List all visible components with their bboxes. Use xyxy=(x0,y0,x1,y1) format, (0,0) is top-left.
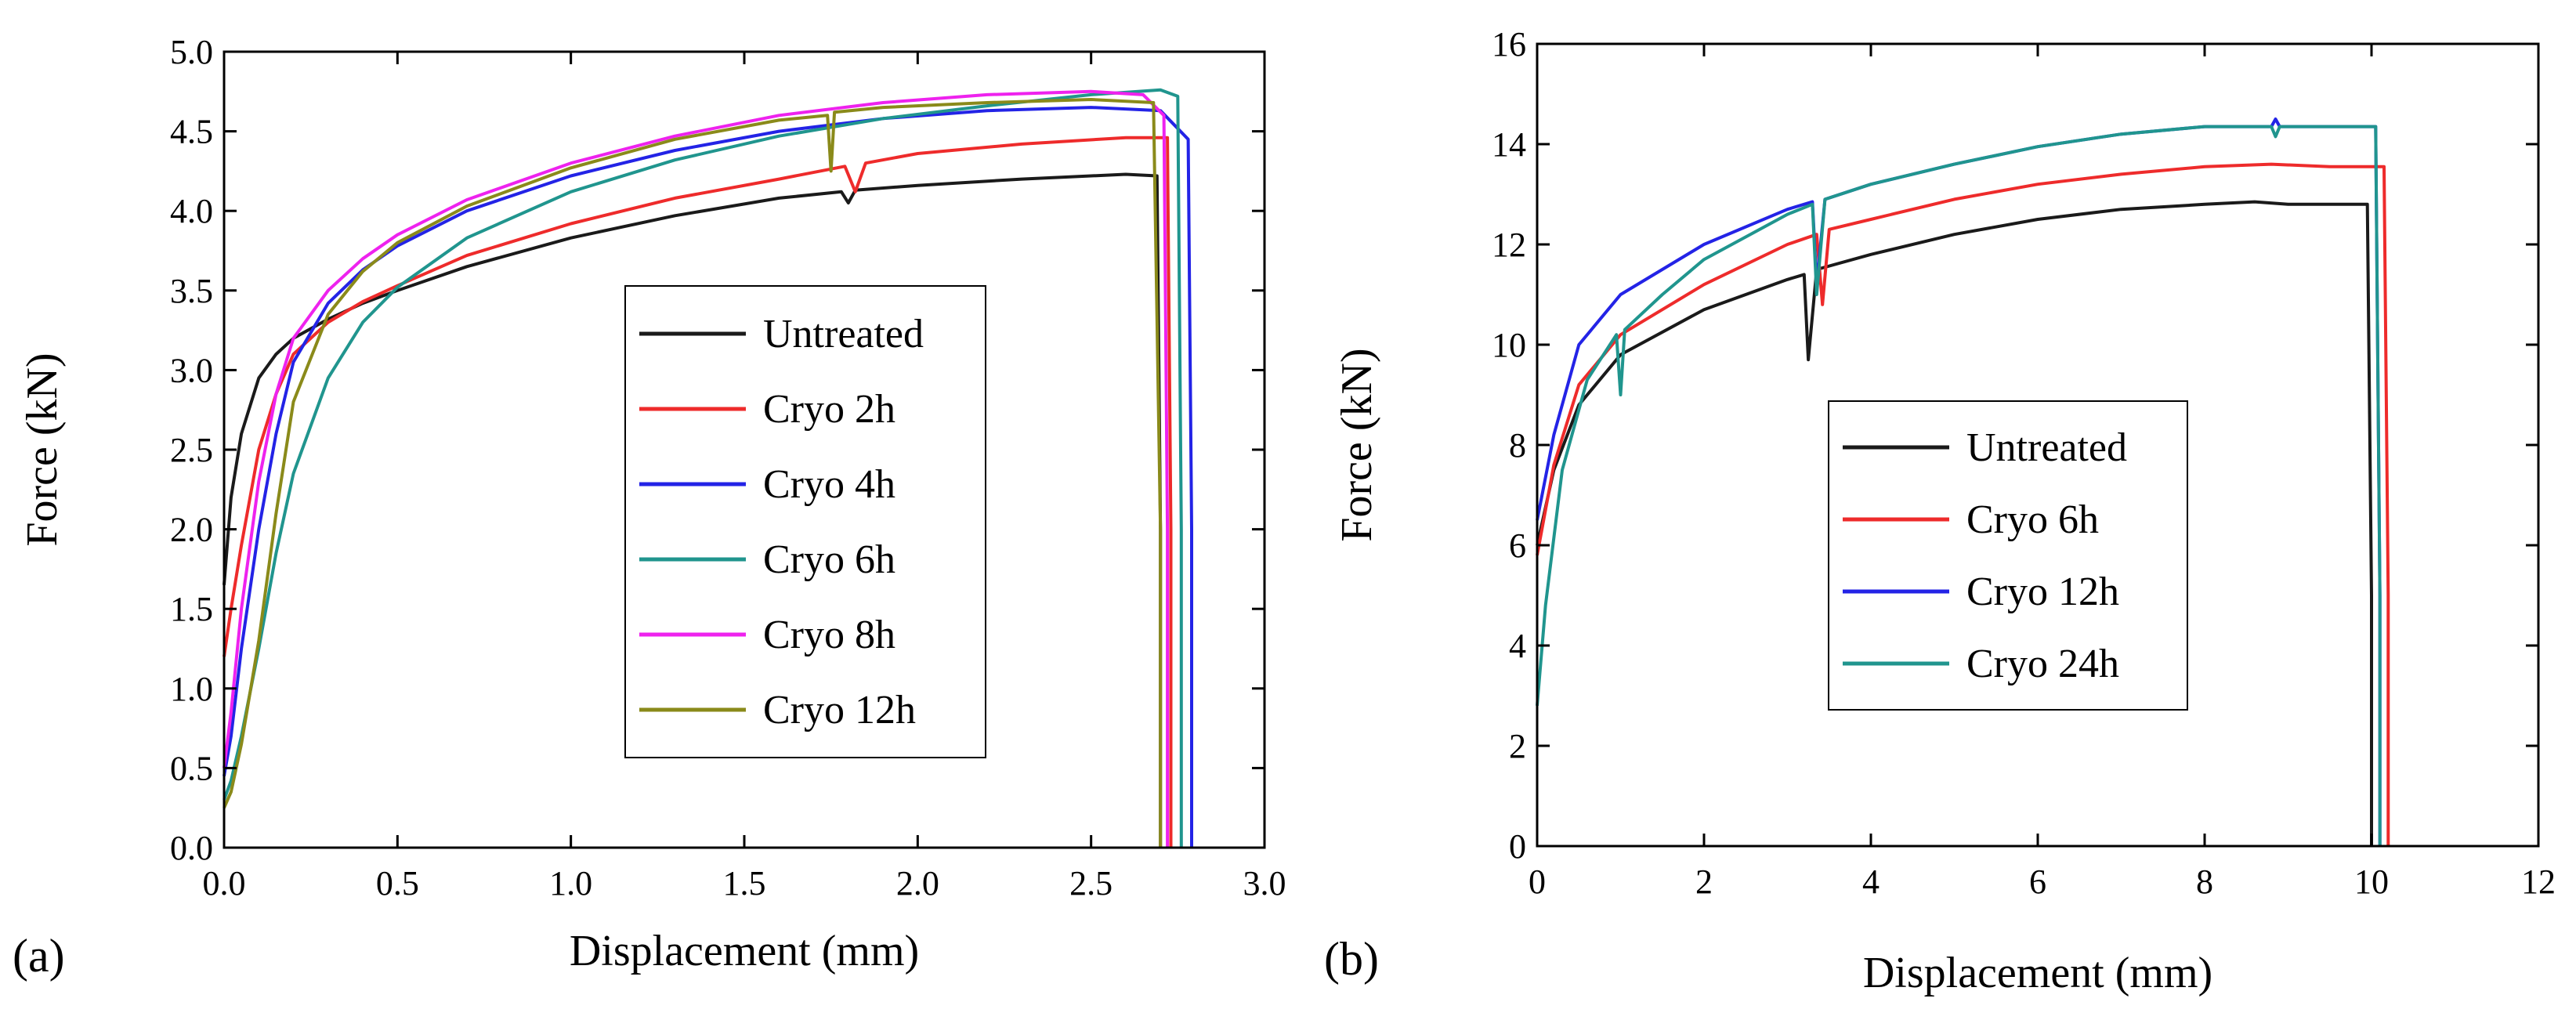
series-line-b-cryo-6h xyxy=(1536,162,2390,846)
series-line-a-cryo-4h xyxy=(223,106,1193,848)
legend-label-b-1: Cryo 6h xyxy=(1966,497,2099,542)
y-tick-label-a-5: 2.5 xyxy=(170,431,213,469)
y-tick-label-a-8: 4.0 xyxy=(170,192,213,230)
y-tick-label-a-3: 1.5 xyxy=(170,590,213,628)
legend-label-a-3: Cryo 6h xyxy=(763,537,895,582)
y-axis-title-a: Force (kN) xyxy=(18,353,67,546)
y-tick-label-a-4: 2.0 xyxy=(170,511,213,549)
ticks-layer-a: 0.0 0.5 1.0 1.5 2.0 2.5 3.0 0.0 0.5 1.0 1.5 2.0 2.5 3… xyxy=(170,33,1286,902)
x-tick-label-a-3: 1.5 xyxy=(723,864,766,902)
x-tick-label-a-4: 2.0 xyxy=(896,864,939,902)
y-tick-label-a-6: 3.0 xyxy=(170,351,213,389)
y-axis-title-b: Force (kN) xyxy=(1333,348,1381,541)
legend-label-b-2: Cryo 12h xyxy=(1966,570,2119,614)
legend-b: Untreated Cryo 6h Cryo 12h Cryo 24h xyxy=(1828,400,2188,711)
series-line-b-cryo-24h xyxy=(1536,125,2382,846)
legend-label-a-0: Untreated xyxy=(763,312,924,356)
x-tick-label-a-5: 2.5 xyxy=(1069,864,1113,902)
y-tick-label-a-1: 0.5 xyxy=(170,749,213,787)
y-tick-label-b-8: 16 xyxy=(1492,25,1526,63)
chart-panel-a: 0.0 0.5 1.0 1.5 2.0 2.5 3.0 0.0 0.5 1.0 1.5 2.0 2.5 3… xyxy=(13,33,1286,982)
y-tick-label-b-4: 8 xyxy=(1509,426,1526,465)
y-tick-label-b-1: 2 xyxy=(1509,727,1526,765)
legend-label-a-5: Cryo 12h xyxy=(763,688,916,732)
x-tick-label-b-2: 4 xyxy=(1862,863,1880,901)
legend-box-b xyxy=(1828,400,2188,711)
y-tick-label-a-10: 5.0 xyxy=(170,33,213,71)
panel-label-b: (b) xyxy=(1324,933,1379,985)
y-tick-label-a-2: 1.0 xyxy=(170,670,213,708)
x-tick-label-a-2: 1.0 xyxy=(549,864,592,902)
ticks-layer-b: 0 2 4 6 8 10 12 0 2 4 6 8 10 12 14 16 xyxy=(1492,25,2556,901)
x-tick-label-b-1: 2 xyxy=(1695,863,1713,901)
legend-label-a-1: Cryo 2h xyxy=(763,387,895,432)
x-tick-label-b-0: 0 xyxy=(1529,863,1546,901)
series-line-a-untreated xyxy=(223,172,1163,848)
series-line-a-cryo-2h xyxy=(223,136,1173,848)
y-tick-label-b-5: 10 xyxy=(1492,326,1526,364)
x-axis-title-a: Displacement (mm) xyxy=(570,927,919,975)
series-line-a-cryo-8h xyxy=(223,89,1170,848)
x-axis-title-b: Displacement (mm) xyxy=(1863,949,2212,997)
y-tick-label-a-0: 0.0 xyxy=(170,829,213,867)
y-tick-label-b-3: 6 xyxy=(1509,526,1526,565)
y-tick-label-a-7: 3.5 xyxy=(170,272,213,310)
x-tick-label-b-4: 8 xyxy=(2196,863,2213,901)
y-tick-label-b-0: 0 xyxy=(1509,827,1526,866)
series-layer-a xyxy=(223,88,1193,848)
x-tick-label-b-3: 6 xyxy=(2029,863,2046,901)
legend-box-a xyxy=(624,285,986,758)
y-tick-label-a-9: 4.5 xyxy=(170,113,213,151)
y-tick-label-b-7: 14 xyxy=(1492,125,1526,164)
x-tick-label-a-6: 3.0 xyxy=(1243,864,1286,902)
legend-label-b-3: Cryo 24h xyxy=(1966,642,2119,686)
x-tick-label-a-0: 0.0 xyxy=(203,864,246,902)
chart-panel-b: 0 2 4 6 8 10 12 0 2 4 6 8 10 12 14 16 Displacement (mm)… xyxy=(1324,25,2556,997)
panel-label-a: (a) xyxy=(13,930,65,982)
legend-label-b-0: Untreated xyxy=(1966,425,2127,470)
y-tick-label-b-6: 12 xyxy=(1492,226,1526,264)
series-layer-b xyxy=(1536,118,2390,846)
series-line-b-untreated xyxy=(1536,200,2373,846)
series-line-a-cryo-6h xyxy=(223,88,1183,848)
x-tick-label-b-5: 10 xyxy=(2354,863,2389,901)
legend-label-a-2: Cryo 4h xyxy=(763,462,895,507)
series-line-a-cryo-12h xyxy=(223,98,1163,848)
x-tick-label-b-6: 12 xyxy=(2521,863,2556,901)
y-tick-label-b-2: 4 xyxy=(1509,627,1526,665)
x-tick-label-a-1: 0.5 xyxy=(376,864,419,902)
legend-label-a-4: Cryo 8h xyxy=(763,613,895,657)
legend-a: Untreated Cryo 2h Cryo 4h Cryo 6h Cryo 8h Cry… xyxy=(624,285,986,758)
